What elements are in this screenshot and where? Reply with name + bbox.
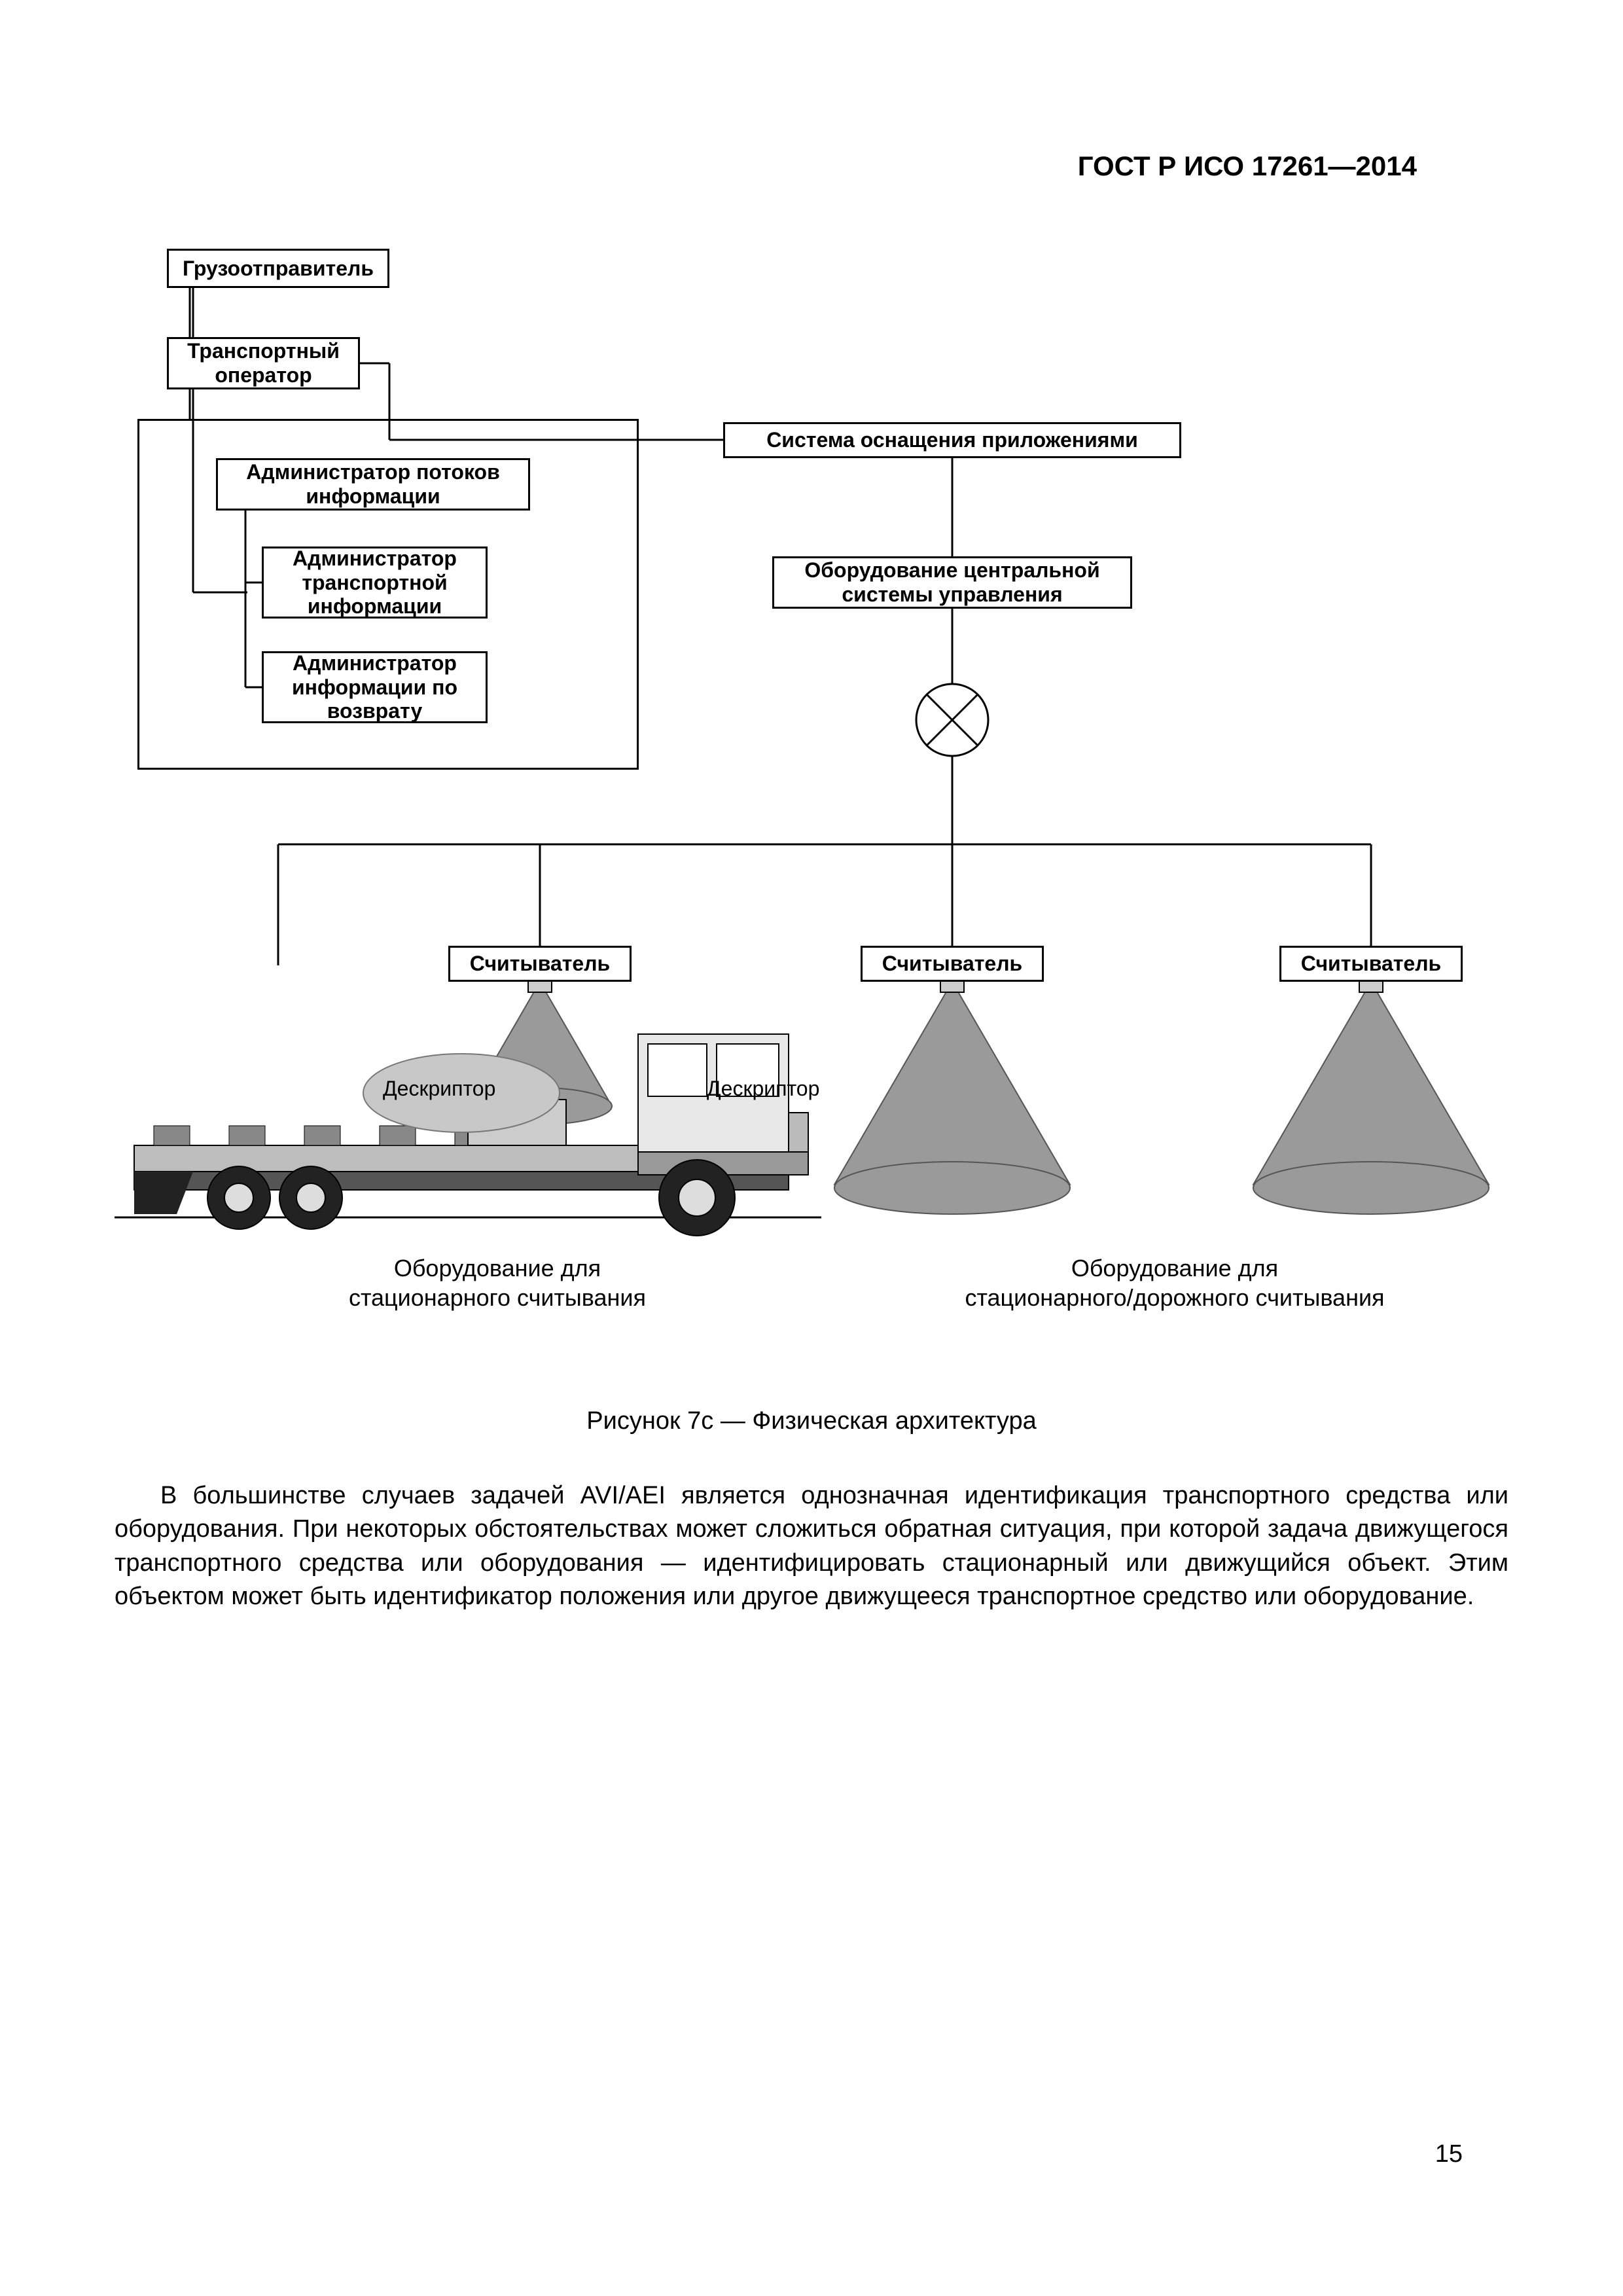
caption-line: Оборудование для bbox=[1071, 1255, 1278, 1282]
node-label: Администратор потоков информации bbox=[223, 460, 523, 509]
descriptor-label-2: Дескриптор bbox=[707, 1075, 819, 1102]
page-number: 15 bbox=[1435, 2140, 1463, 2168]
node-transport-operator: Транспортный оператор bbox=[167, 337, 360, 389]
architecture-diagram: Грузоотправитель Транспортный оператор А… bbox=[115, 236, 1508, 1335]
node-label: Администратор информации по возврату bbox=[269, 651, 480, 723]
caption-right: Оборудование для стационарного/дорожного… bbox=[946, 1253, 1404, 1312]
node-shipper: Грузоотправитель bbox=[167, 249, 389, 288]
caption-line: стационарного считывания bbox=[349, 1284, 646, 1311]
page-header: ГОСТ Р ИСО 17261—2014 bbox=[1078, 151, 1417, 182]
node-app-system: Система оснащения приложениями bbox=[723, 422, 1181, 458]
node-reader-1: Считыватель bbox=[448, 946, 632, 982]
node-label: Грузоотправитель bbox=[183, 257, 374, 281]
diagram-svg bbox=[115, 236, 1508, 1335]
node-label: Считыватель bbox=[882, 952, 1022, 976]
paragraph-text: В большинстве случаев задачей AVI/AEI яв… bbox=[115, 1479, 1508, 1613]
node-label: Система оснащения приложениями bbox=[766, 428, 1138, 452]
node-reader-2: Считыватель bbox=[861, 946, 1044, 982]
node-transport-info-admin: Администратор транспортной информации bbox=[262, 547, 488, 619]
caption-line: Оборудование для bbox=[394, 1255, 601, 1282]
body-paragraph: В большинстве случаев задачей AVI/AEI яв… bbox=[115, 1479, 1508, 1613]
node-reader-3: Считыватель bbox=[1279, 946, 1463, 982]
node-label: Считыватель bbox=[1301, 952, 1441, 976]
truck-icon bbox=[134, 1034, 808, 1236]
caption-line: стационарного/дорожного считывания bbox=[965, 1284, 1384, 1311]
caption-left: Оборудование для стационарного считывани… bbox=[334, 1253, 661, 1312]
node-flow-admin: Администратор потоков информации bbox=[216, 458, 530, 511]
node-return-admin: Администратор информации по возврату bbox=[262, 651, 488, 723]
node-label: Считыватель bbox=[470, 952, 610, 976]
figure-caption: Рисунок 7с — Физическая архитектура bbox=[0, 1407, 1623, 1435]
node-label: Оборудование центральной системы управле… bbox=[779, 558, 1125, 607]
cross-node-icon bbox=[916, 684, 988, 756]
node-label: Администратор транспортной информации bbox=[269, 547, 480, 619]
node-central-control: Оборудование центральной системы управле… bbox=[772, 556, 1132, 609]
descriptor-label-1: Дескриптор bbox=[383, 1075, 495, 1102]
node-label: Транспортный оператор bbox=[174, 339, 353, 387]
